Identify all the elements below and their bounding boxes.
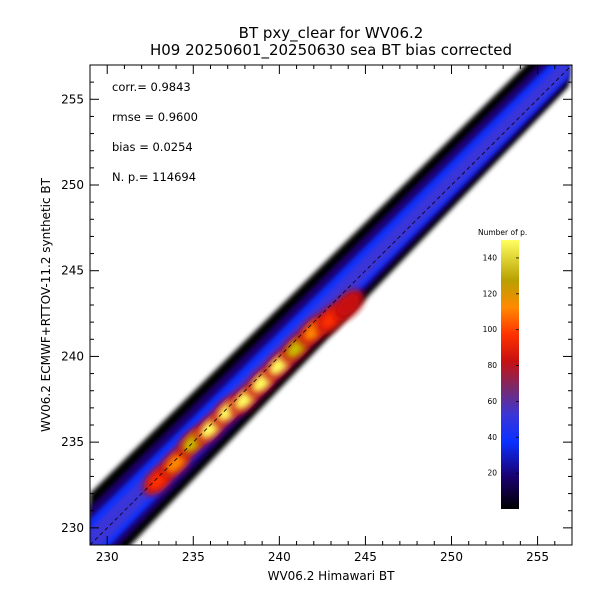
axis-ticks: 230 235 240 245 250 255 230 235 240 245 250 255 [61,64,573,564]
colorbar-tick-label: 120 [483,289,498,298]
stat-bias: bias = 0.0254 [112,140,193,154]
x-axis-label: WV06.2 Himawari BT [268,569,395,583]
density-plot [90,65,572,545]
colorbar-tick-label: 140 [483,253,498,262]
colorbar: Number of p. 20 40 60 80 100 120 140 [478,228,527,509]
y-tick-label: 255 [61,92,84,106]
colorbar-tick-label: 20 [487,469,497,478]
x-tick-label: 240 [268,550,291,564]
colorbar-tick-label: 60 [487,397,497,406]
stats-box: corr.= 0.9843 rmse = 0.9600 bias = 0.025… [112,80,198,184]
stat-rmse: rmse = 0.9600 [112,110,198,124]
chart-title: BT pxy_clear for WV06.2 [239,24,424,43]
one-to-one-line [90,65,572,545]
y-tick-label: 240 [61,349,84,363]
y-tick-label: 235 [61,435,84,449]
stat-corr: corr.= 0.9843 [112,80,191,94]
y-tick-label: 245 [61,264,84,278]
colorbar-tick-label: 100 [483,325,498,334]
x-tick-label: 230 [96,550,119,564]
density-peak-core [165,452,187,474]
colorbar-gradient [501,240,519,509]
y-axis-label: WV06.2 ECMWF+RTTOV-11.2 synthetic BT [39,177,53,432]
colorbar-ticks: 20 40 60 80 100 120 140 [483,253,519,478]
chart-subtitle: H09 20250601_20250630 sea BT bias correc… [150,41,512,60]
stat-npoints: N. p.= 114694 [112,170,196,184]
x-tick-label: 250 [440,550,463,564]
colorbar-tick-label: 80 [487,361,497,370]
x-tick-label: 235 [182,550,205,564]
density-peak [332,289,364,321]
density-peak-core [337,294,359,316]
x-tick-label: 245 [354,550,377,564]
colorbar-title: Number of p. [478,228,527,237]
y-tick-label: 250 [61,178,84,192]
y-tick-label: 230 [61,521,84,535]
x-tick-label: 255 [526,550,549,564]
colorbar-tick-label: 40 [487,433,497,442]
